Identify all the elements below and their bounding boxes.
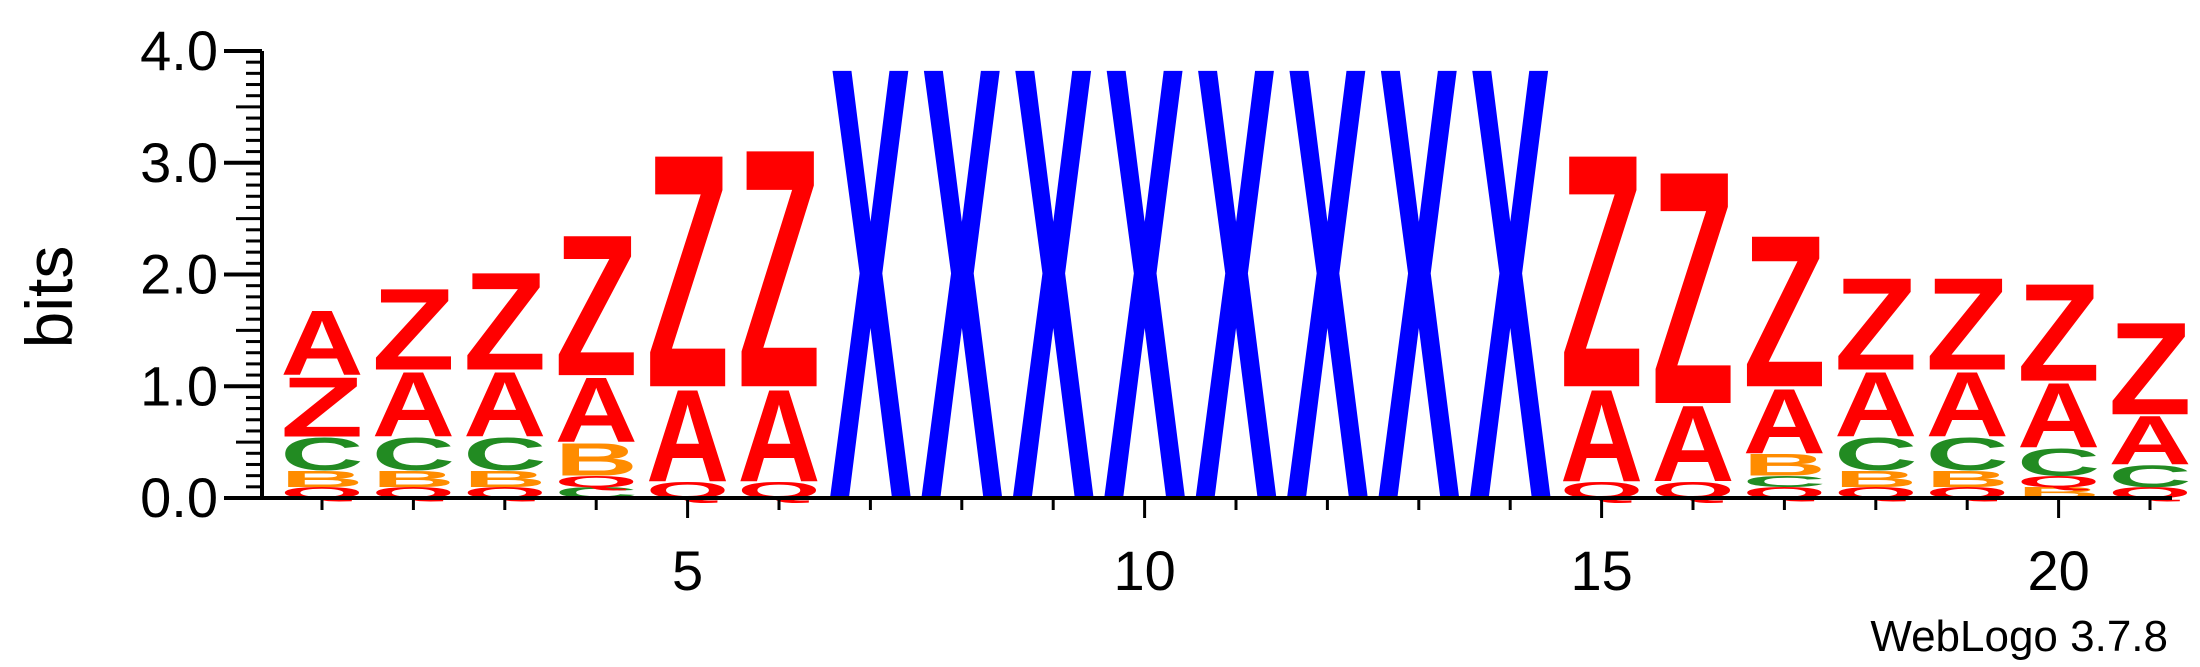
logo-letter-a: A (372, 354, 455, 457)
logo-column: QAZ (646, 86, 729, 510)
logo-letter-a: A (2017, 365, 2100, 468)
logo-letter-a: A (1743, 370, 1826, 473)
logo-letter-z: Z (1743, 190, 1826, 433)
y-axis-label: bits (12, 246, 86, 349)
logo-letter-a: A (1560, 362, 1643, 510)
logo-letter-x: X (1103, 0, 1187, 631)
logo-column: QAZ (738, 78, 821, 509)
logo-column: X (1195, 0, 1279, 631)
logo-column: X (920, 0, 1004, 631)
logo-column: X (829, 0, 913, 631)
x-axis: 5 10 15 20 (262, 496, 2172, 602)
logo-letter-q: Q (555, 473, 638, 490)
logo-letter-c: C (2017, 441, 2100, 484)
logo-letter-z: Z (281, 359, 364, 454)
logo-letter-z: Z (646, 86, 729, 459)
logo-letter-q: Q (2017, 473, 2100, 490)
logo-letter-x: X (1469, 0, 1553, 631)
logo-letter-a: A (463, 354, 546, 457)
logo-letter-a: A (1834, 354, 1917, 457)
logo-letter-c: C (281, 428, 364, 481)
logo-letter-c: C (1926, 428, 2009, 481)
y-tick-label: 1.0 (140, 354, 218, 417)
logo-letter-c: C (1743, 473, 1826, 490)
y-tick-label: 2.0 (140, 243, 218, 306)
y-axis: 0.0 1.0 2.0 3.0 4.0 (140, 19, 264, 529)
logo-letter-z: Z (2017, 254, 2100, 410)
logo-letter-x: X (1286, 0, 1370, 631)
x-tick-label: 20 (2027, 539, 2089, 602)
logo-letter-b: B (281, 466, 364, 492)
logo-letter-z: Z (1834, 250, 1917, 398)
logo-letter-z: Z (1652, 102, 1735, 475)
y-tick-label: 3.0 (140, 131, 218, 194)
x-tick-label: 15 (1570, 539, 1632, 602)
logo-letter-b: B (555, 433, 638, 486)
logo-column: QAZ (1652, 102, 1735, 505)
logo-letter-b: B (1834, 466, 1917, 492)
logo-letter-b: B (1926, 466, 2009, 492)
logo-letter-c: C (2109, 459, 2192, 494)
logo-letter-z: Z (555, 193, 638, 419)
logo-column: X (1103, 0, 1187, 631)
weblogo-credit: WebLogo 3.7.8 (1870, 612, 2168, 661)
y-tick-label: 4.0 (140, 19, 218, 82)
logo-letter-b: B (1743, 448, 1826, 483)
logo-letter-a: A (1652, 383, 1735, 505)
logo-letter-a: A (555, 359, 638, 462)
logo-letter-c: C (1834, 428, 1917, 481)
logo-letter-a: A (1926, 354, 2009, 457)
y-tick-label: 0.0 (140, 466, 218, 529)
logo-letter-b: B (463, 466, 546, 492)
logo-letter-z: Z (1560, 86, 1643, 459)
logo-letter-z: Z (738, 78, 821, 459)
x-tick-label: 10 (1113, 539, 1175, 602)
logo-column: X (1469, 0, 1553, 631)
logo-letter-x: X (920, 0, 1004, 631)
logo-letter-x: X (1377, 0, 1461, 631)
logo-letter-c: C (463, 428, 546, 481)
logo-letter-a: A (646, 362, 729, 510)
logo-letter-z: Z (1926, 250, 2009, 398)
x-tick-label: 5 (672, 539, 703, 602)
logo-letter-a: A (2109, 402, 2192, 480)
logo-letter-c: C (372, 428, 455, 481)
logo-letter-z: Z (463, 243, 546, 399)
logo-letter-a: A (281, 292, 364, 395)
logo-column: QAZ (1560, 86, 1643, 510)
logo-letter-x: X (1195, 0, 1279, 631)
logo-letter-z: Z (2109, 295, 2192, 443)
logo-letter-a: A (738, 362, 821, 510)
logo-letter-b: B (372, 466, 455, 492)
logo-letter-z: Z (372, 264, 455, 394)
logo-column: X (1286, 0, 1370, 631)
logo-column: X (1012, 0, 1096, 631)
logo-letter-x: X (829, 0, 913, 631)
logo-column: X (1377, 0, 1461, 631)
logo-letter-x: X (1012, 0, 1096, 631)
